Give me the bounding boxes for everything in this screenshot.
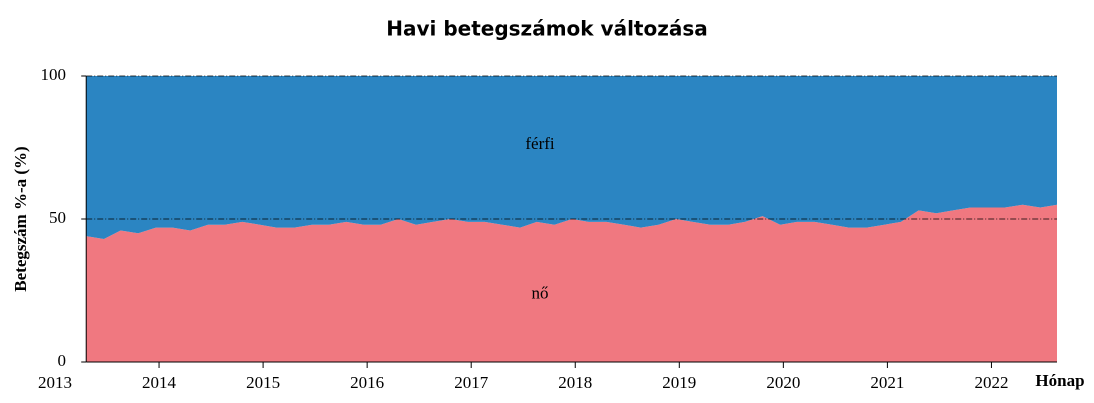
x-tick-label: 2018	[558, 373, 592, 392]
x-tick-label: 2017	[454, 373, 489, 392]
series-label: férfi	[525, 134, 555, 153]
x-tick-label: 2021	[870, 373, 904, 392]
x-tick-label: 2019	[662, 373, 696, 392]
x-axis-label: Hónap	[1035, 371, 1084, 390]
chart-title: Havi betegszámok változása	[386, 17, 708, 41]
x-tick-label: 2016	[350, 373, 384, 392]
x-tick-label: 2013	[38, 373, 72, 392]
x-tick-label: 2014	[142, 373, 177, 392]
x-tick-label: 2022	[974, 373, 1008, 392]
series-label: nő	[532, 284, 549, 303]
y-tick-label: 100	[41, 65, 67, 84]
y-tick-label: 0	[58, 351, 67, 370]
y-axis-label: Betegszám %-a (%)	[11, 146, 30, 291]
x-tick-label: 2015	[246, 373, 280, 392]
y-tick-label: 50	[49, 208, 66, 227]
area	[86, 76, 1057, 240]
x-tick-label: 2020	[766, 373, 800, 392]
area	[86, 204, 1057, 362]
